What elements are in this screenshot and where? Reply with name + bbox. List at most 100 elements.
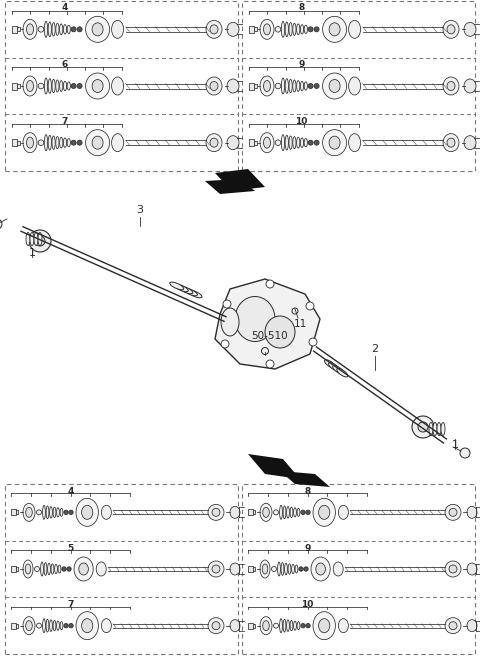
Ellipse shape bbox=[260, 617, 272, 635]
Ellipse shape bbox=[289, 22, 292, 36]
Circle shape bbox=[274, 623, 278, 628]
Circle shape bbox=[314, 27, 319, 32]
Ellipse shape bbox=[283, 619, 286, 632]
Ellipse shape bbox=[60, 24, 63, 35]
Ellipse shape bbox=[316, 563, 325, 575]
Ellipse shape bbox=[38, 233, 42, 246]
Circle shape bbox=[266, 280, 274, 288]
Ellipse shape bbox=[260, 560, 270, 578]
Ellipse shape bbox=[212, 508, 220, 517]
Circle shape bbox=[77, 84, 82, 88]
Ellipse shape bbox=[447, 138, 455, 147]
Ellipse shape bbox=[111, 77, 124, 95]
Ellipse shape bbox=[212, 565, 220, 573]
Ellipse shape bbox=[60, 80, 63, 92]
Ellipse shape bbox=[58, 565, 61, 573]
Ellipse shape bbox=[23, 617, 35, 635]
Ellipse shape bbox=[92, 80, 103, 92]
Ellipse shape bbox=[329, 23, 340, 36]
Circle shape bbox=[309, 338, 317, 346]
Ellipse shape bbox=[447, 25, 455, 34]
Circle shape bbox=[275, 140, 281, 146]
Ellipse shape bbox=[53, 621, 56, 631]
Ellipse shape bbox=[210, 138, 218, 147]
Ellipse shape bbox=[26, 233, 30, 246]
Text: 7: 7 bbox=[61, 117, 67, 126]
Text: 7: 7 bbox=[67, 600, 74, 610]
Bar bbox=[11, 623, 16, 629]
Ellipse shape bbox=[467, 563, 477, 575]
Ellipse shape bbox=[297, 24, 300, 35]
Ellipse shape bbox=[290, 621, 293, 631]
Ellipse shape bbox=[281, 21, 285, 38]
Ellipse shape bbox=[319, 619, 330, 633]
Ellipse shape bbox=[264, 24, 271, 35]
Ellipse shape bbox=[48, 22, 51, 37]
Bar bbox=[249, 139, 254, 146]
Ellipse shape bbox=[443, 134, 459, 152]
Ellipse shape bbox=[333, 366, 344, 374]
Text: 4: 4 bbox=[67, 487, 74, 496]
Circle shape bbox=[306, 623, 310, 628]
Ellipse shape bbox=[348, 77, 360, 95]
Ellipse shape bbox=[82, 505, 93, 519]
Ellipse shape bbox=[319, 505, 330, 519]
Ellipse shape bbox=[329, 362, 339, 371]
Ellipse shape bbox=[101, 505, 111, 519]
Ellipse shape bbox=[79, 563, 88, 575]
Text: 8: 8 bbox=[298, 3, 304, 13]
Ellipse shape bbox=[285, 22, 288, 37]
Ellipse shape bbox=[76, 612, 98, 640]
Text: 2: 2 bbox=[372, 344, 379, 354]
Ellipse shape bbox=[74, 557, 93, 581]
Text: 9: 9 bbox=[298, 60, 304, 69]
Ellipse shape bbox=[300, 81, 304, 91]
Ellipse shape bbox=[323, 16, 347, 42]
Ellipse shape bbox=[170, 282, 184, 290]
Text: 1: 1 bbox=[28, 248, 36, 258]
Ellipse shape bbox=[85, 73, 109, 99]
Ellipse shape bbox=[208, 617, 224, 634]
Ellipse shape bbox=[44, 21, 48, 38]
Bar bbox=[249, 26, 254, 33]
Ellipse shape bbox=[179, 286, 193, 294]
Ellipse shape bbox=[23, 76, 37, 96]
Bar bbox=[5, 1, 238, 171]
Ellipse shape bbox=[418, 422, 428, 432]
Ellipse shape bbox=[324, 360, 336, 368]
Ellipse shape bbox=[433, 422, 437, 436]
Ellipse shape bbox=[208, 561, 224, 577]
Ellipse shape bbox=[294, 621, 296, 630]
Ellipse shape bbox=[52, 79, 55, 93]
Ellipse shape bbox=[55, 564, 58, 573]
Ellipse shape bbox=[23, 19, 37, 40]
Circle shape bbox=[69, 623, 73, 628]
Ellipse shape bbox=[467, 619, 477, 632]
Ellipse shape bbox=[283, 506, 286, 519]
Ellipse shape bbox=[281, 78, 285, 94]
Bar bbox=[11, 566, 16, 572]
Circle shape bbox=[275, 26, 281, 32]
Ellipse shape bbox=[338, 619, 348, 633]
Bar bbox=[253, 567, 255, 571]
Ellipse shape bbox=[212, 621, 220, 629]
Circle shape bbox=[308, 140, 313, 145]
Ellipse shape bbox=[348, 134, 360, 152]
Ellipse shape bbox=[263, 507, 269, 517]
Text: 6: 6 bbox=[61, 60, 67, 69]
Circle shape bbox=[460, 448, 470, 458]
Circle shape bbox=[306, 302, 314, 310]
Ellipse shape bbox=[445, 617, 461, 634]
Ellipse shape bbox=[227, 22, 239, 36]
Circle shape bbox=[35, 567, 39, 571]
Ellipse shape bbox=[63, 81, 67, 91]
Ellipse shape bbox=[23, 132, 37, 153]
Ellipse shape bbox=[26, 621, 32, 631]
Ellipse shape bbox=[260, 503, 272, 521]
Circle shape bbox=[38, 26, 44, 32]
Ellipse shape bbox=[443, 20, 459, 38]
Ellipse shape bbox=[313, 612, 336, 640]
Ellipse shape bbox=[285, 135, 288, 150]
Circle shape bbox=[77, 27, 82, 32]
Ellipse shape bbox=[235, 297, 275, 341]
